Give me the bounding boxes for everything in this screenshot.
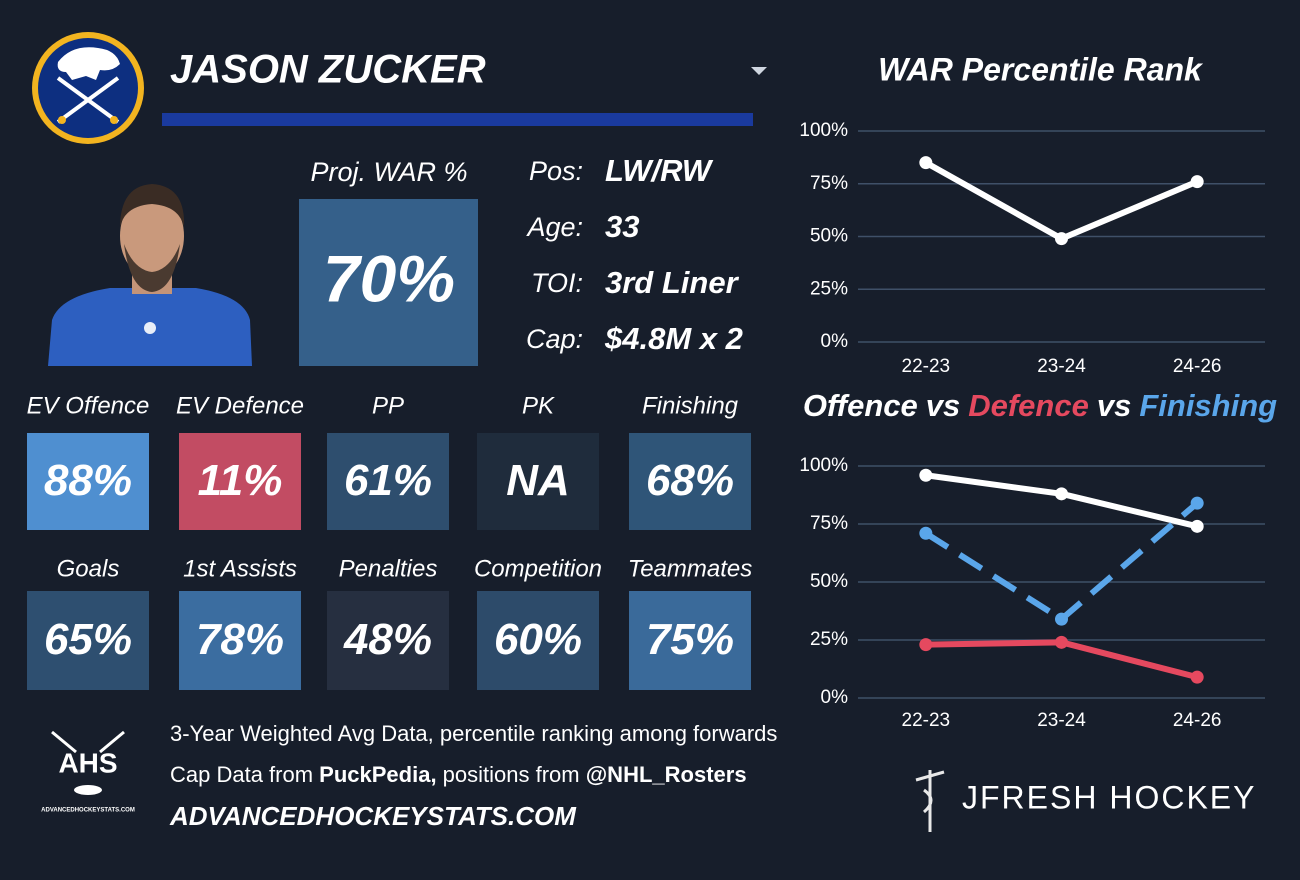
series-point: [919, 638, 933, 652]
title-joiner: vs: [1097, 388, 1131, 423]
stat-tiles: EV Offence 88% EV Defence 11% PP 61% PK NA Finis…: [27, 392, 753, 690]
tile-value: 48%: [343, 615, 432, 664]
y-tick-label: 100%: [799, 455, 848, 476]
info-label: Age:: [525, 212, 583, 242]
tile-value: 88%: [44, 456, 132, 505]
x-tick-label: 22-23: [902, 356, 951, 377]
x-tick-label: 23-24: [1037, 710, 1086, 731]
info-value: $4.8M x 2: [604, 321, 743, 356]
series-point: [1055, 487, 1068, 501]
tile-value: 65%: [44, 615, 132, 664]
series-point: [1190, 670, 1204, 684]
tile-label: Teammates: [628, 555, 753, 582]
info-table: Pos: LW/RW Age: 33 TOI: 3rd Liner Cap: $4.8M x …: [525, 153, 742, 356]
projection-label: Proj. WAR %: [310, 157, 467, 187]
player-photo: [48, 184, 252, 366]
info-label: Pos:: [529, 156, 583, 186]
tile-value: 61%: [344, 456, 432, 505]
brand-name: JFRESH HOCKEY: [962, 779, 1256, 815]
ahs-logo: AHS ADVANCEDHOCKEYSTATS.COM: [41, 730, 135, 814]
chart-title: WAR Percentile Rank: [878, 51, 1204, 87]
legend-entry: Finishing: [1139, 388, 1277, 423]
name-underline: [162, 113, 753, 126]
charts: 0% 25% 50% 75% 100% 22-23 23-24 24-26 WAR Percen…: [799, 51, 1277, 731]
tile-label: Goals: [57, 555, 120, 582]
info-label: Cap:: [526, 324, 583, 354]
x-tick-label: 24-26: [1173, 356, 1222, 377]
source-part: positions from: [437, 762, 586, 787]
tile-label: Competition: [474, 555, 602, 582]
tile: [327, 433, 449, 530]
tile: [27, 591, 149, 690]
projection-box: [299, 199, 478, 366]
tile-value: 78%: [196, 615, 284, 664]
info-value: LW/RW: [605, 153, 714, 188]
y-tick-label: 25%: [810, 629, 848, 650]
y-tick-label: 50%: [810, 571, 848, 592]
series-point: [1190, 519, 1204, 533]
tile-value: 68%: [646, 456, 734, 505]
series-point: [919, 526, 933, 540]
info-label: TOI:: [531, 268, 583, 298]
legend-entry: Offence: [803, 388, 918, 423]
y-tick-label: 0%: [821, 331, 849, 352]
projection-value: 70%: [323, 241, 455, 315]
y-tick-label: 25%: [810, 278, 848, 299]
jfresh-logo: JFRESH HOCKEY: [915, 770, 1256, 832]
series-point: [1055, 612, 1068, 626]
source-part: PuckPedia,: [319, 762, 436, 787]
source-part: Cap Data from: [170, 762, 319, 787]
tile: [477, 433, 599, 530]
tile-label: PK: [522, 392, 555, 419]
ahs-logo-caption: ADVANCEDHOCKEYSTATS.COM: [41, 808, 135, 814]
y-tick-label: 0%: [821, 687, 849, 708]
tile: [629, 433, 751, 530]
tile: [179, 591, 301, 690]
team-logo: [32, 32, 144, 144]
series-point: [1055, 635, 1068, 649]
tile-label: EV Offence: [27, 392, 150, 419]
title-joiner: vs: [926, 388, 960, 423]
x-tick-label: 24-26: [1173, 710, 1222, 731]
tile-label: PP: [372, 392, 404, 419]
ahs-logo-text: AHS: [58, 747, 117, 778]
series-point: [919, 468, 933, 482]
source-part: @NHL_Rosters: [586, 762, 747, 787]
series-point: [1055, 232, 1068, 246]
tile-label: Penalties: [339, 555, 438, 582]
tile: [179, 433, 301, 530]
footer-note: 3-Year Weighted Avg Data, percentile ran…: [170, 721, 777, 746]
chart-title-legend: Offence vs Defence vs Finishing: [803, 388, 1277, 423]
series-point: [919, 156, 933, 170]
y-tick-label: 100%: [799, 120, 848, 141]
tile-label: Finishing: [642, 392, 739, 419]
tile: [327, 591, 449, 690]
footer-sources: Cap Data from PuckPedia, positions from …: [170, 762, 747, 787]
legend-entry: Defence: [968, 388, 1089, 423]
tile: [27, 433, 149, 530]
tile-value: NA: [506, 456, 570, 505]
tile: [629, 591, 751, 690]
y-tick-label: 75%: [810, 173, 848, 194]
tile-label: 1st Assists: [183, 555, 297, 582]
tile-value: 60%: [494, 615, 582, 664]
series-point: [1190, 175, 1204, 189]
player-name: JASON ZUCKER: [170, 48, 486, 92]
y-tick-label: 50%: [810, 226, 848, 247]
dropdown-toggle[interactable]: [751, 67, 767, 75]
y-tick-label: 75%: [810, 513, 848, 534]
x-tick-label: 22-23: [902, 710, 951, 731]
tile-value: 75%: [646, 615, 734, 664]
info-value: 3rd Liner: [605, 265, 740, 300]
tile-value: 11%: [198, 456, 283, 505]
info-value: 33: [605, 209, 639, 244]
footer-website: ADVANCEDHOCKEYSTATS.COM: [169, 801, 577, 831]
tile: [477, 591, 599, 690]
series-point: [1190, 496, 1204, 510]
x-tick-label: 23-24: [1037, 356, 1086, 377]
tile-label: EV Defence: [176, 392, 304, 419]
